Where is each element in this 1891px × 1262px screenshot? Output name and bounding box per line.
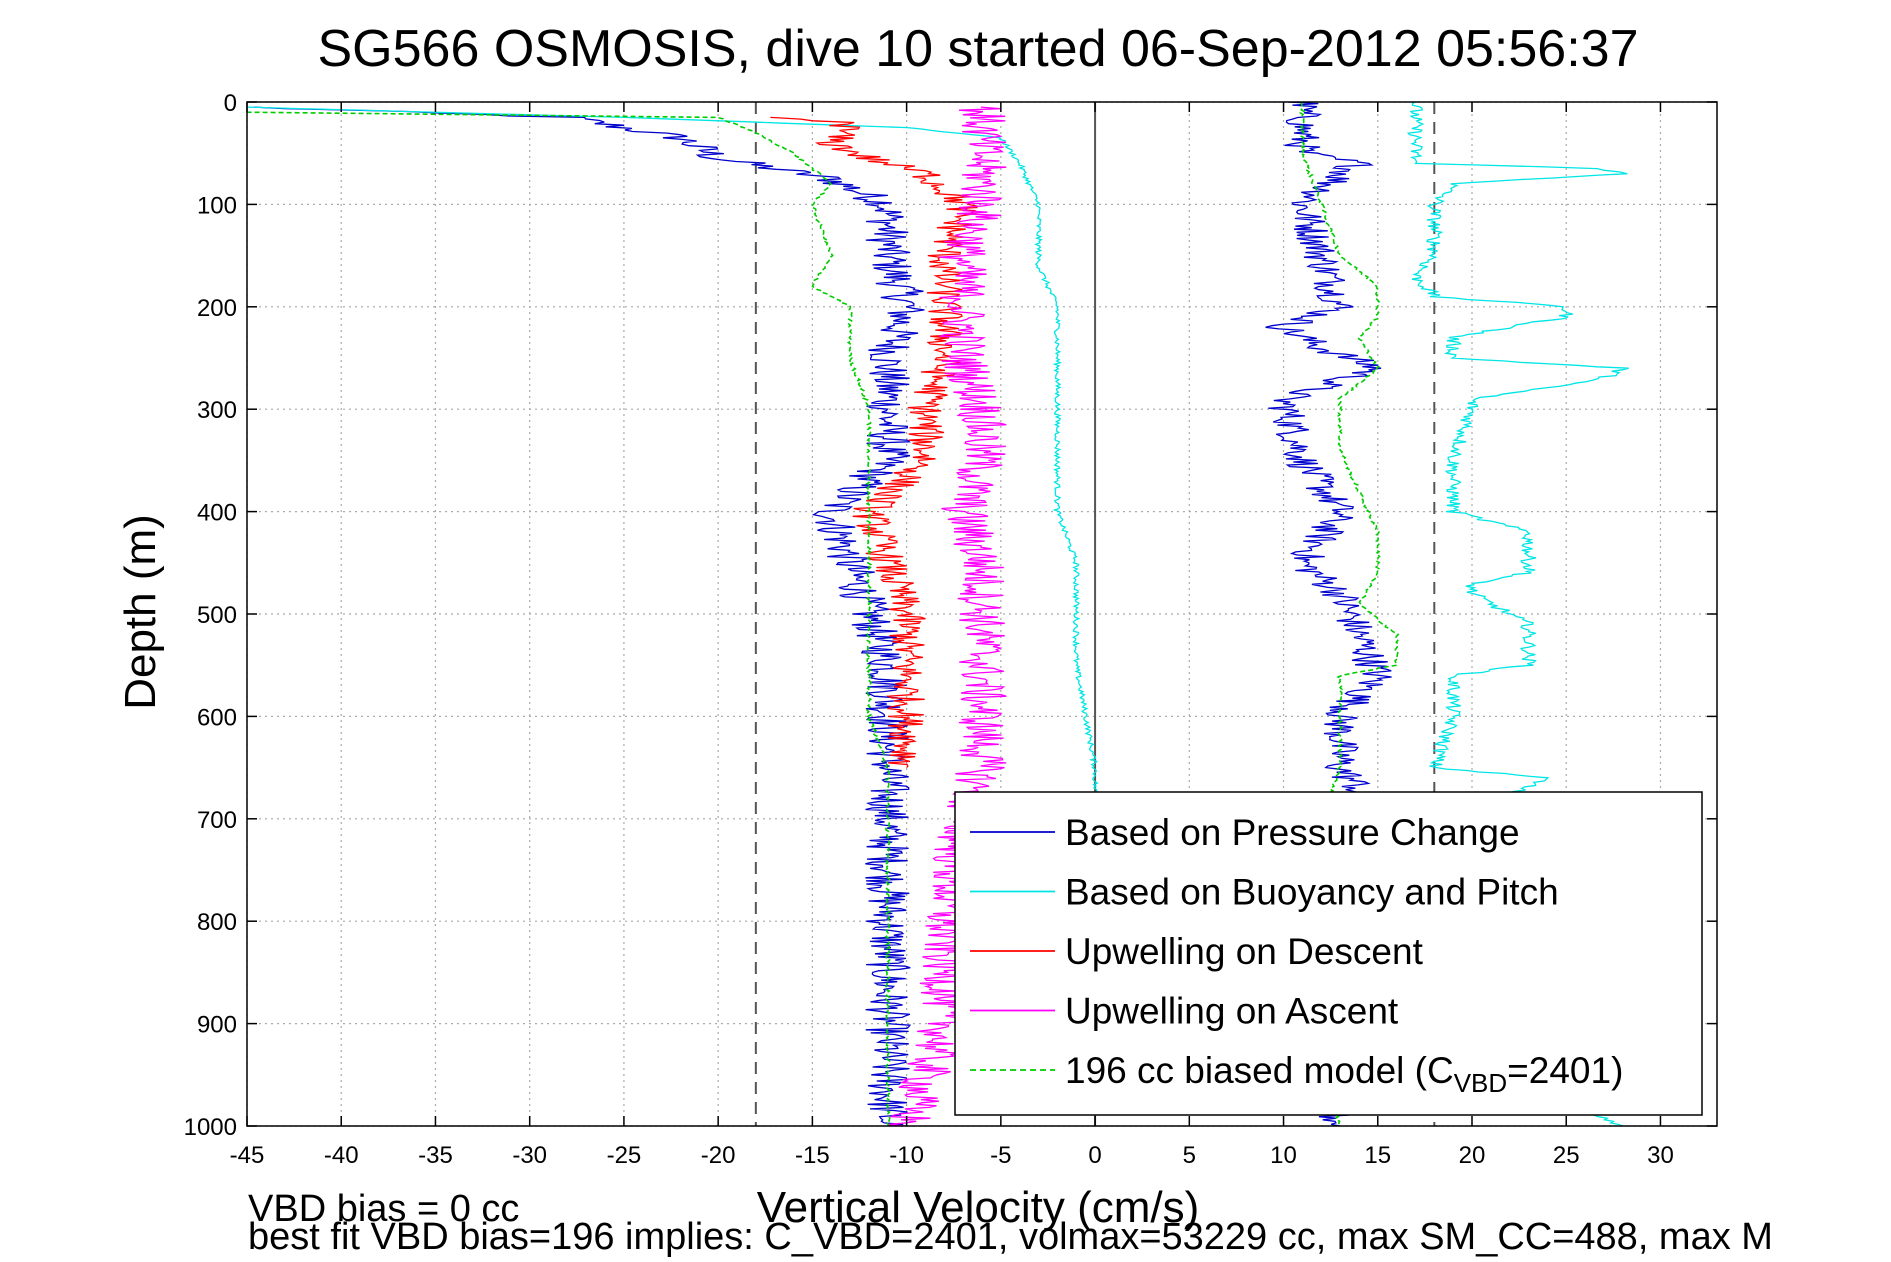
legend-label-subscript: VBD bbox=[1454, 1068, 1507, 1098]
y-tick-label: 300 bbox=[197, 397, 237, 424]
y-tick-label: 500 bbox=[197, 602, 237, 629]
series-line bbox=[253, 106, 925, 1127]
legend-box bbox=[954, 791, 1703, 1116]
x-tick-label: 15 bbox=[1364, 1142, 1391, 1169]
y-tick-label: 600 bbox=[197, 704, 237, 731]
x-tick-label: 20 bbox=[1459, 1142, 1486, 1169]
y-tick-label: 200 bbox=[197, 295, 237, 322]
series-line bbox=[247, 106, 1099, 820]
x-tick-label: 10 bbox=[1270, 1142, 1297, 1169]
legend-label: Upwelling on Descent bbox=[1065, 931, 1424, 972]
series-line bbox=[770, 116, 978, 769]
legend-label: Upwelling on Ascent bbox=[1065, 991, 1399, 1032]
chart-title: SG566 OSMOSIS, dive 10 started 06-Sep-20… bbox=[317, 20, 1638, 78]
y-tick-label: 400 bbox=[197, 500, 237, 527]
series-line bbox=[887, 106, 1007, 1127]
x-tick-label: -15 bbox=[795, 1142, 830, 1169]
x-tick-label: -35 bbox=[418, 1142, 453, 1169]
y-tick-label: 100 bbox=[197, 192, 237, 219]
y-tick-label: 900 bbox=[197, 1012, 237, 1039]
x-axis-label: Vertical Velocity (cm/s) bbox=[757, 1183, 1200, 1232]
x-tick-label: 25 bbox=[1553, 1142, 1580, 1169]
legend-label-suffix: =2401) bbox=[1507, 1050, 1623, 1091]
x-tick-label: -40 bbox=[324, 1142, 359, 1169]
x-tick-label: -25 bbox=[607, 1142, 642, 1169]
y-tick-label: 1000 bbox=[184, 1114, 237, 1141]
x-tick-label: -20 bbox=[701, 1142, 736, 1169]
y-tick-label: 700 bbox=[197, 807, 237, 834]
legend-label: Based on Buoyancy and Pitch bbox=[1065, 872, 1559, 913]
series-line bbox=[246, 111, 892, 1127]
legend-label: Based on Pressure Change bbox=[1065, 812, 1520, 853]
x-tick-label: -45 bbox=[230, 1142, 265, 1169]
x-tick-label: 5 bbox=[1183, 1142, 1196, 1169]
footnote-best-fit: best fit VBD bias=196 implies: C_VBD=240… bbox=[248, 1216, 1773, 1258]
legend-label-prefix: 196 cc biased model (C bbox=[1065, 1050, 1454, 1091]
x-tick-label: -10 bbox=[889, 1142, 924, 1169]
legend-label: 196 cc biased model (CVBD=2401) bbox=[1065, 1050, 1623, 1098]
y-tick-label: 0 bbox=[224, 90, 237, 117]
y-axis-label: Depth (m) bbox=[116, 514, 165, 710]
x-tick-label: -5 bbox=[990, 1142, 1011, 1169]
x-tick-label: 0 bbox=[1088, 1142, 1101, 1169]
axis-ticks: -45 -40 -35 -30 -25 -20 -15 -10 -5 0 5 10 15 20 25 3001… bbox=[184, 90, 1717, 1169]
legend: Based on Pressure Change Based on Buoyanc… bbox=[954, 791, 1703, 1116]
y-tick-label: 800 bbox=[197, 909, 237, 936]
footnote-vbd-bias: VBD bias = 0 cc bbox=[248, 1188, 520, 1230]
series-line bbox=[1298, 101, 1400, 1127]
x-tick-label: -30 bbox=[512, 1142, 547, 1169]
x-tick-label: 30 bbox=[1647, 1142, 1674, 1169]
